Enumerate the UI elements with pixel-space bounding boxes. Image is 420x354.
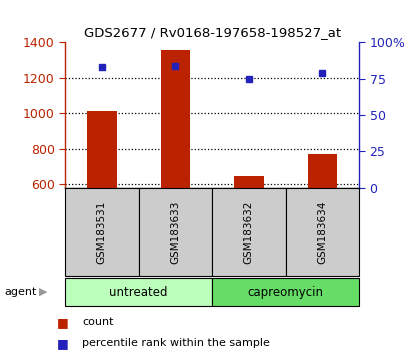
Text: ■: ■ — [57, 316, 68, 329]
Bar — [212, 278, 359, 306]
Title: GDS2677 / Rv0168-197658-198527_at: GDS2677 / Rv0168-197658-198527_at — [84, 25, 341, 39]
Bar — [161, 50, 190, 188]
Bar — [87, 110, 117, 188]
Bar — [286, 188, 359, 276]
Bar — [212, 188, 286, 276]
Bar — [65, 188, 139, 276]
Bar — [307, 154, 337, 188]
Text: count: count — [82, 317, 113, 327]
Text: capreomycin: capreomycin — [248, 286, 323, 298]
Text: ▶: ▶ — [39, 287, 47, 297]
Text: ■: ■ — [57, 337, 68, 350]
Bar — [139, 188, 212, 276]
Bar — [65, 278, 212, 306]
Text: agent: agent — [4, 287, 37, 297]
Bar — [234, 176, 264, 188]
Text: GSM183634: GSM183634 — [318, 200, 327, 264]
Text: untreated: untreated — [109, 286, 168, 298]
Text: percentile rank within the sample: percentile rank within the sample — [82, 338, 270, 348]
Text: GSM183531: GSM183531 — [97, 200, 107, 264]
Text: GSM183633: GSM183633 — [171, 200, 180, 264]
Text: GSM183632: GSM183632 — [244, 200, 254, 264]
